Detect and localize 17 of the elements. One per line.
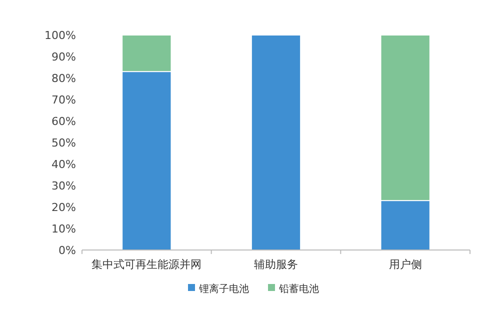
y-tick-label: 10%: [52, 222, 76, 236]
y-tick-label: 100%: [44, 29, 76, 42]
y-tick-label: 0%: [58, 244, 76, 257]
y-tick-label: 50%: [52, 136, 76, 150]
legend-label: 锂离子电池: [198, 283, 249, 295]
x-tick-label: 用户侧: [388, 258, 422, 271]
y-tick-label: 70%: [52, 94, 76, 106]
y-tick-label: 80%: [52, 72, 76, 85]
y-tick-label: 60%: [52, 115, 76, 128]
y-tick-label: 30%: [52, 180, 76, 192]
x-tick-label: 辅助服务: [254, 258, 298, 271]
y-tick-label: 90%: [52, 50, 76, 64]
legend-label: 铅蓄电池: [278, 283, 319, 295]
x-tick-label: 集中式可再生能源并网: [92, 258, 202, 271]
bar: [250, 34, 302, 250]
y-tick-label: 40%: [52, 158, 76, 171]
y-tick-label: 20%: [52, 201, 76, 214]
